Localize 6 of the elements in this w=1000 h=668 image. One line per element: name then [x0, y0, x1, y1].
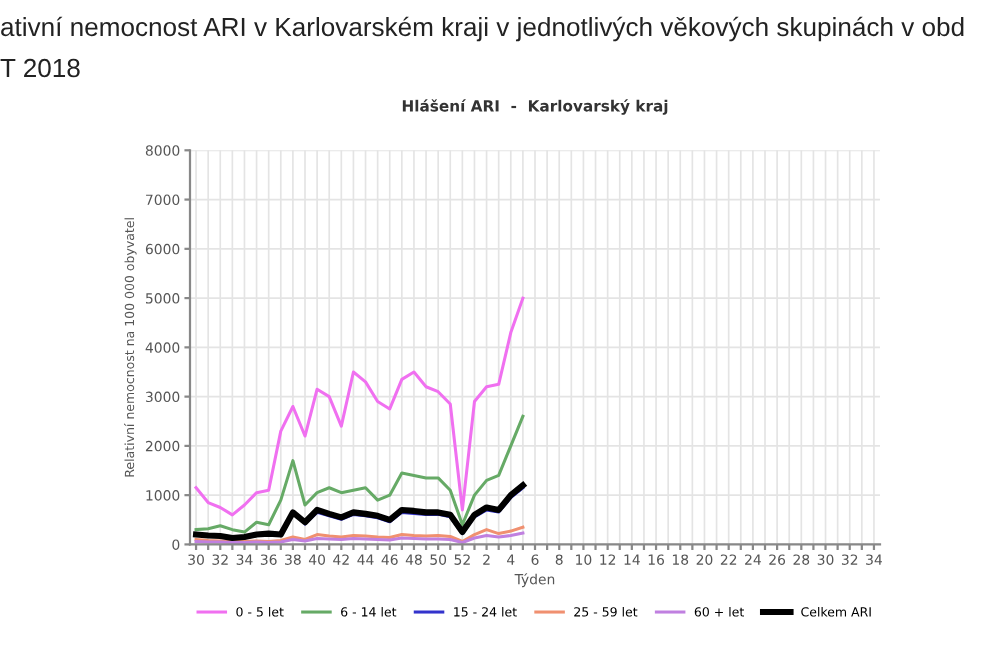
line-series	[192, 482, 526, 542]
line-series	[194, 296, 525, 517]
text: T 2018	[0, 58, 80, 78]
line-series	[194, 525, 525, 543]
text: ativní nemocnost ARI v Karlovarském kraji v jednotlivých věkových skupinách v obd	[1, 16, 964, 42]
line-series	[194, 414, 525, 534]
